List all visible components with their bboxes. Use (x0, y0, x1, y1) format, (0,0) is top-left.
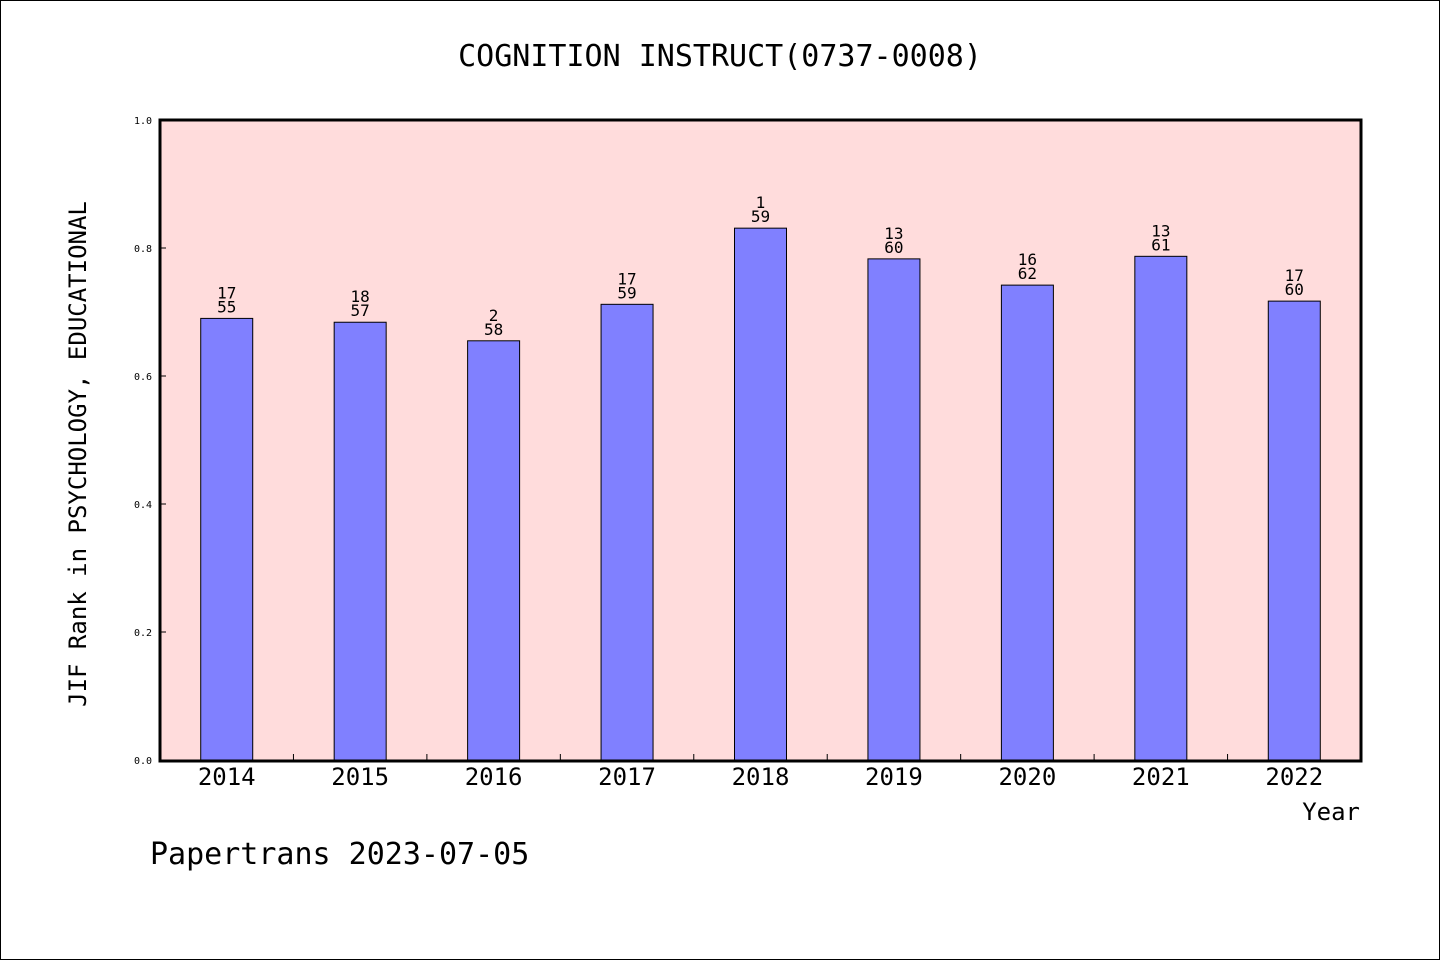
bar-rank-label: 13 (1151, 221, 1170, 240)
bar-rank-label: 17 (617, 269, 636, 288)
bar-total-label: 59 (617, 283, 636, 302)
bar-rank-label: 2 (489, 306, 499, 325)
bar-2019 (867, 258, 921, 761)
x-tick-label: 2016 (465, 763, 523, 791)
bar-2015 (333, 321, 387, 761)
x-axis-label: Year (1302, 798, 1360, 826)
chart-title: COGNITION INSTRUCT(0737-0008) (458, 39, 982, 74)
x-ticks-group: 2014 2015 2016 2017 2018 2019 2020 2021 2022 (198, 754, 1323, 791)
y-axis-label: JIF Rank in PSYCHOLOGY, EDUCATIONAL (64, 201, 92, 707)
x-tick-label: 2022 (1265, 763, 1323, 791)
y-tick-label: 0.8 (134, 244, 152, 255)
x-tick-label: 2021 (1132, 763, 1190, 791)
bar-total-label: 59 (751, 207, 770, 226)
x-tick-label: 2018 (732, 763, 790, 791)
x-tick-label: 2014 (198, 763, 256, 791)
bar-total-label: 62 (1018, 264, 1037, 283)
x-tick-label: 2019 (865, 763, 923, 791)
x-tick-label: 2015 (331, 763, 389, 791)
bar-2016 (467, 340, 521, 761)
bar-total-label: 61 (1151, 235, 1170, 254)
bar-2021 (1134, 255, 1188, 761)
y-ticks-group: 0.0 0.2 0.4 0.6 0.8 1.0 (134, 116, 166, 767)
bar-total-label: 58 (484, 320, 503, 339)
bar-total-label: 55 (217, 297, 236, 316)
bar-total-label: 57 (351, 301, 370, 320)
y-tick-label: 0.6 (134, 372, 152, 383)
bar-total-label: 60 (884, 238, 903, 257)
bar-rank-label: 13 (884, 224, 903, 243)
bar-2022 (1267, 300, 1321, 761)
bar-total-label: 60 (1285, 280, 1304, 299)
bar-2014 (200, 317, 254, 761)
footer-credit: Papertrans 2023-07-05 (150, 837, 529, 872)
y-tick-label: 0.0 (134, 756, 152, 767)
bar-2018 (734, 227, 787, 761)
x-tick-label: 2020 (998, 763, 1056, 791)
y-tick-label: 0.2 (134, 628, 152, 639)
bar-2017 (600, 303, 654, 761)
bar-rank-label: 17 (1285, 266, 1304, 285)
y-tick-label: 1.0 (134, 116, 152, 127)
y-tick-label: 0.4 (134, 500, 152, 511)
bar-rank-label: 17 (217, 283, 236, 302)
bar-2020 (1000, 284, 1054, 761)
bar-rank-label: 18 (351, 287, 370, 306)
x-tick-label: 2017 (598, 763, 656, 791)
bar-rank-label: 1 (756, 193, 766, 212)
bar-rank-label: 16 (1018, 250, 1037, 269)
